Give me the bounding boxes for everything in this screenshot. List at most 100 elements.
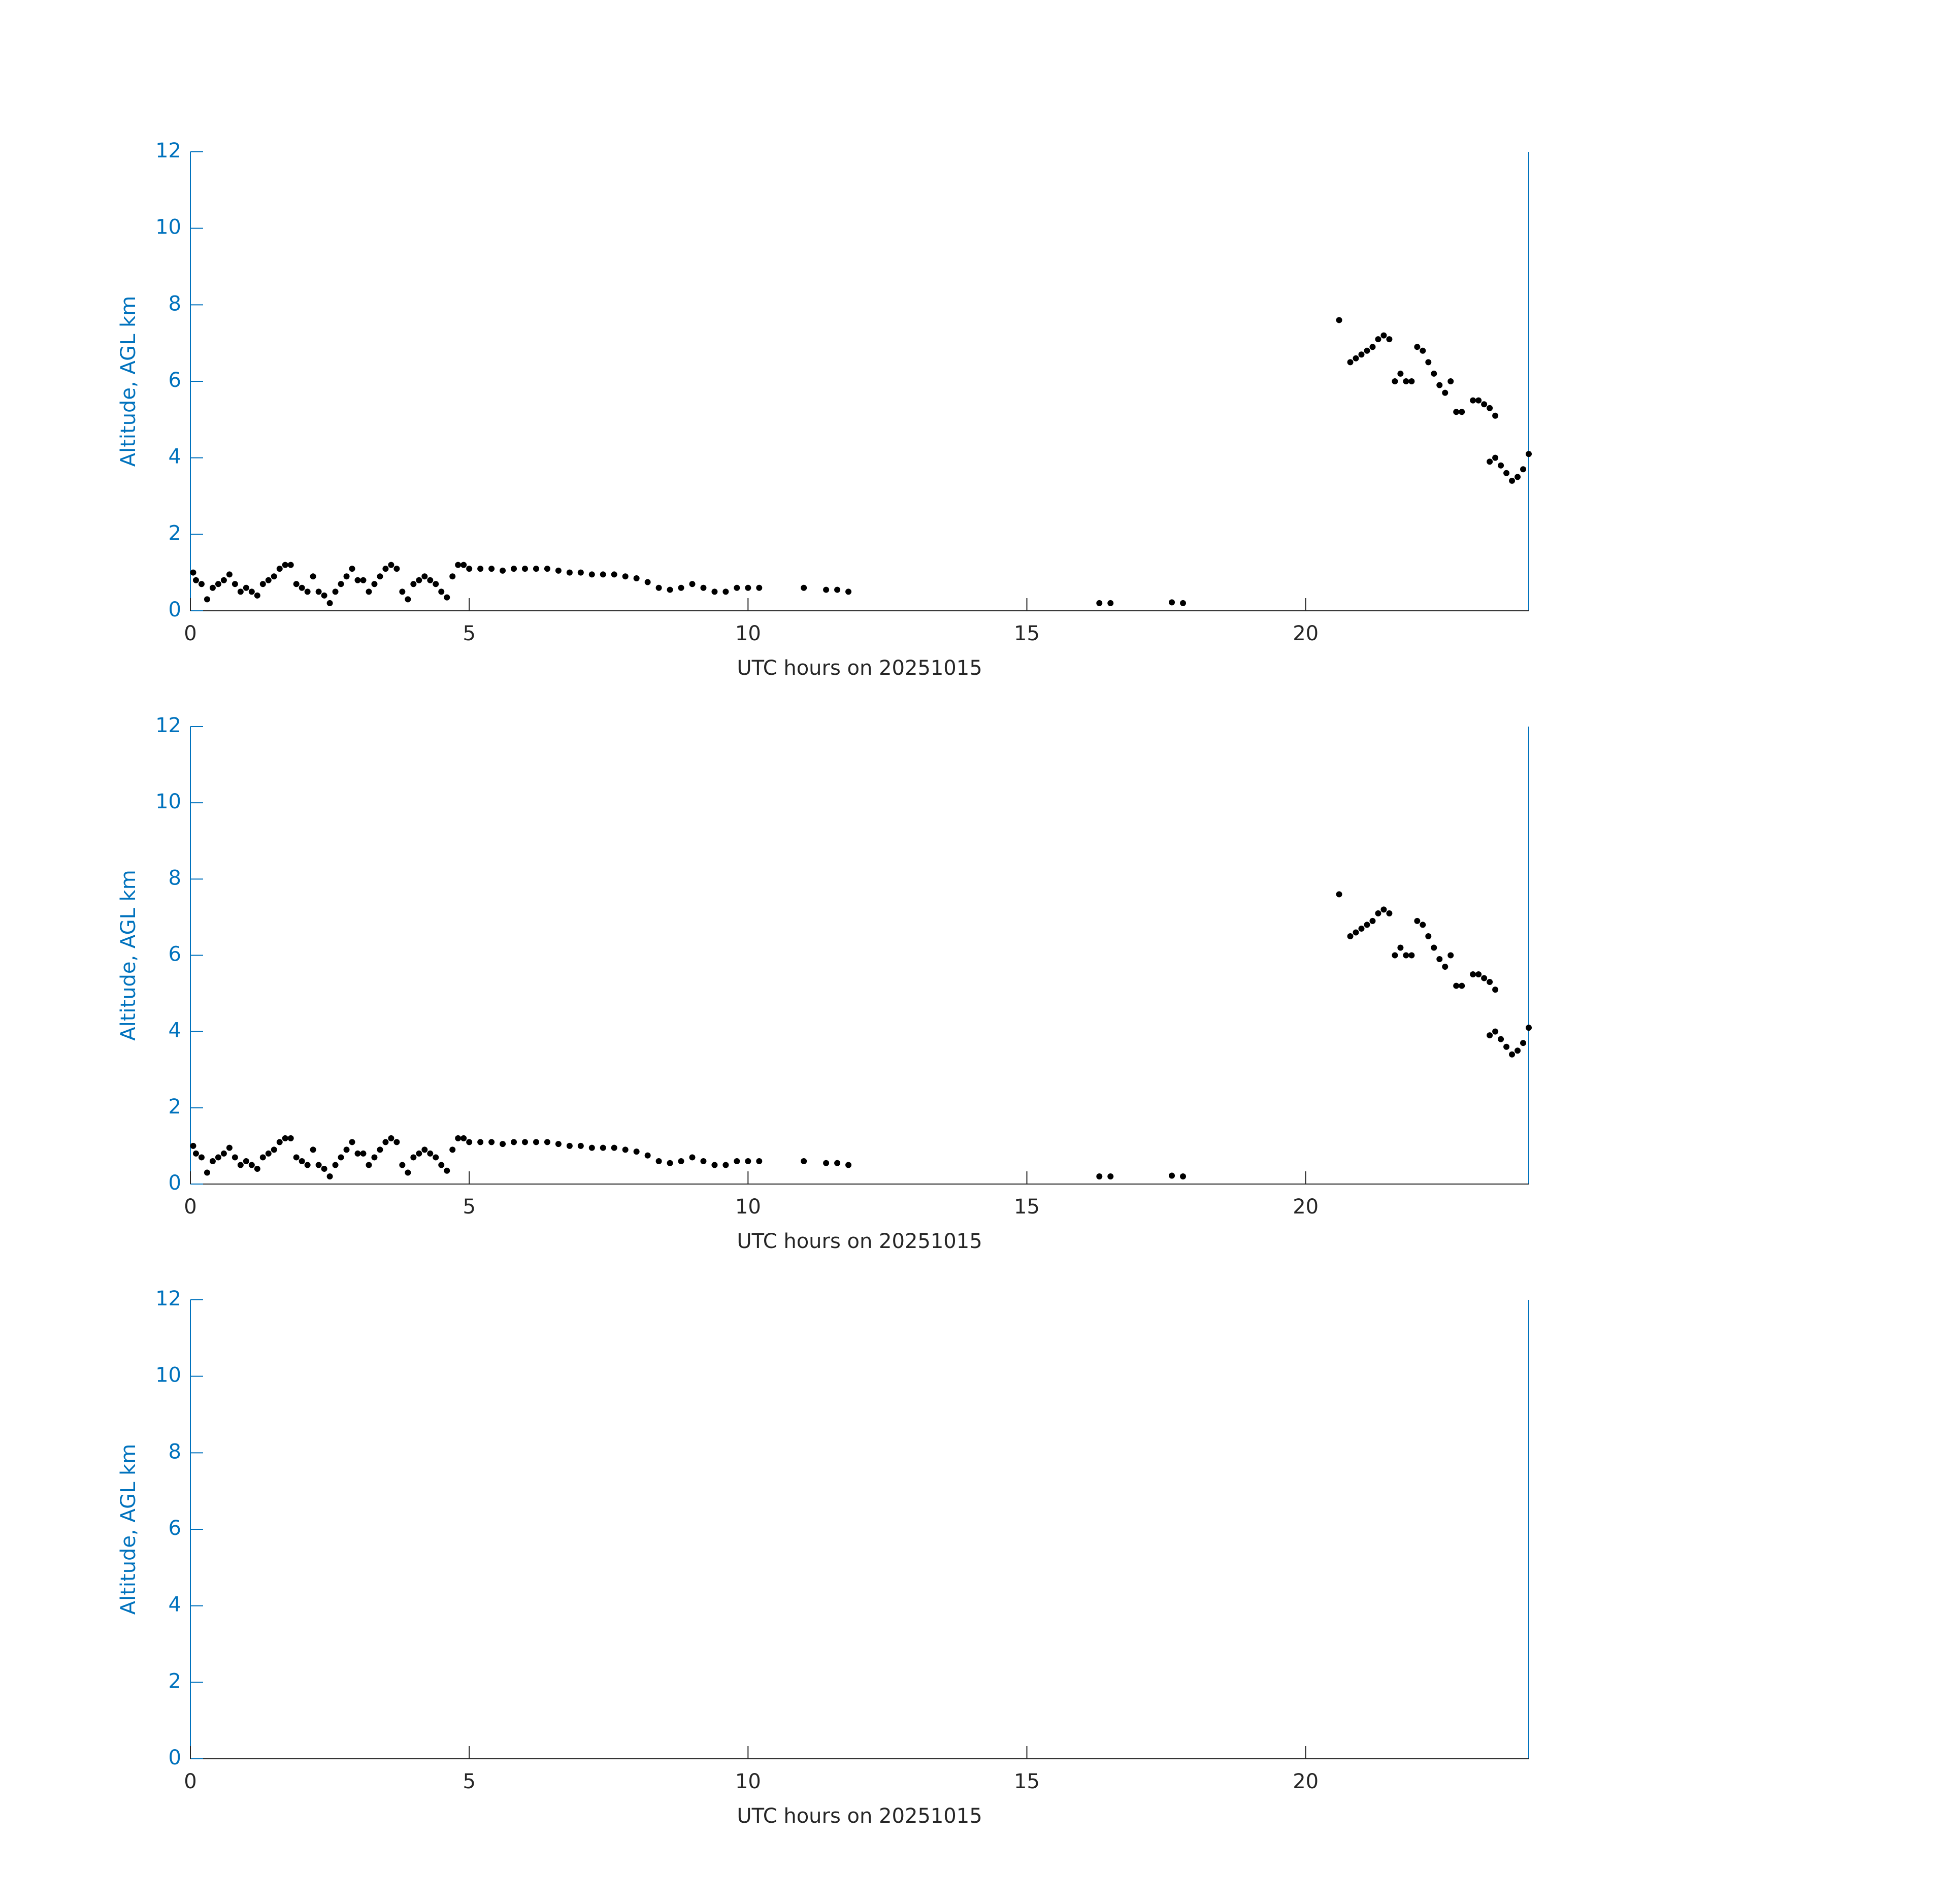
chart-panel: 0 2 4 6 8 10 12 0 5 10 15 20 UTC hours on 20251015 Al… [117,1287,1529,1828]
data-point [655,1158,662,1164]
data-point [449,573,456,580]
data-point [220,1150,227,1157]
data-point [1487,405,1493,411]
data-point [226,1144,233,1151]
data-point [220,577,227,583]
data-point [1380,332,1387,339]
data-point [1526,1025,1532,1031]
data-point [271,573,277,580]
y-tick-label: 8 [169,292,181,315]
data-point [1358,925,1365,932]
y-tick-label: 0 [169,598,181,621]
data-point [209,584,216,591]
data-point [315,1162,322,1168]
y-tick-label: 0 [169,1171,181,1195]
data-point [388,562,394,568]
data-point [1520,1040,1527,1046]
data-point [823,1160,830,1166]
data-point [1336,317,1342,323]
data-point [204,596,210,603]
x-tick-label: 20 [1293,1770,1319,1793]
y-tick-label: 6 [169,943,181,966]
data-point [689,581,696,587]
data-point [1353,355,1359,362]
data-point [343,1146,350,1153]
data-point [282,1135,288,1141]
data-point [460,562,467,568]
data-point [416,1150,422,1157]
x-tick-label: 0 [184,622,196,645]
data-point [644,579,651,585]
data-point [1470,397,1476,404]
data-point [1386,336,1393,343]
data-point [243,584,249,591]
data-point [1169,1172,1175,1179]
data-point [1498,1036,1504,1042]
data-point [555,567,562,574]
data-point [533,566,539,572]
data-point [1487,1032,1493,1039]
data-point [1475,971,1482,978]
data-point [644,1152,651,1159]
chart-panel: 0 2 4 6 8 10 12 0 5 10 15 20 UTC hours on 20251015 Al… [117,139,1532,680]
data-point [338,581,344,587]
data-point [444,1167,450,1174]
data-point [1169,599,1175,606]
data-point [801,584,807,591]
data-point [232,1154,238,1161]
data-point [360,577,367,583]
data-point [1520,466,1527,473]
data-point [416,577,422,583]
data-point [500,1141,506,1147]
data-point [466,1139,473,1145]
data-point [393,1139,400,1145]
data-point [326,1173,333,1179]
data-point [1509,477,1516,484]
data-point [600,571,606,578]
data-point [248,588,255,595]
data-point [522,1139,528,1145]
data-point [1470,971,1476,978]
data-point [438,588,445,595]
data-point [287,562,294,568]
data-point [293,581,300,587]
data-point [622,1146,629,1153]
data-point [449,1146,456,1153]
data-point [215,581,221,587]
data-point [1180,600,1187,606]
data-point [232,581,238,587]
data-point [745,584,751,591]
data-point [511,566,517,572]
data-point [488,566,495,572]
y-tick-label: 2 [169,521,181,545]
data-point [544,1139,550,1145]
y-axis-label: Altitude, AGL km [117,1444,140,1615]
data-point [488,1139,495,1145]
y-tick-label: 12 [155,714,181,737]
data-point [1420,922,1426,928]
data-point [1492,1028,1499,1035]
data-point [198,581,205,587]
data-point [1431,944,1437,951]
data-point [1403,952,1409,959]
data-point [190,569,196,576]
data-point [433,581,439,587]
data-point [438,1162,445,1168]
data-point [410,1154,417,1161]
data-point [1107,1173,1114,1179]
data-point [444,594,450,601]
data-point [427,1150,434,1157]
data-point [711,588,718,595]
data-point [622,573,629,580]
data-point [1442,389,1449,396]
data-point [371,581,378,587]
data-point [1397,944,1404,951]
data-point [377,573,383,580]
data-point [1353,929,1359,936]
data-point [366,588,372,595]
y-tick-label: 2 [169,1095,181,1119]
data-point [315,588,322,595]
data-point [254,1165,260,1172]
x-tick-label: 5 [463,622,475,645]
y-axis-label: Altitude, AGL km [117,870,140,1041]
